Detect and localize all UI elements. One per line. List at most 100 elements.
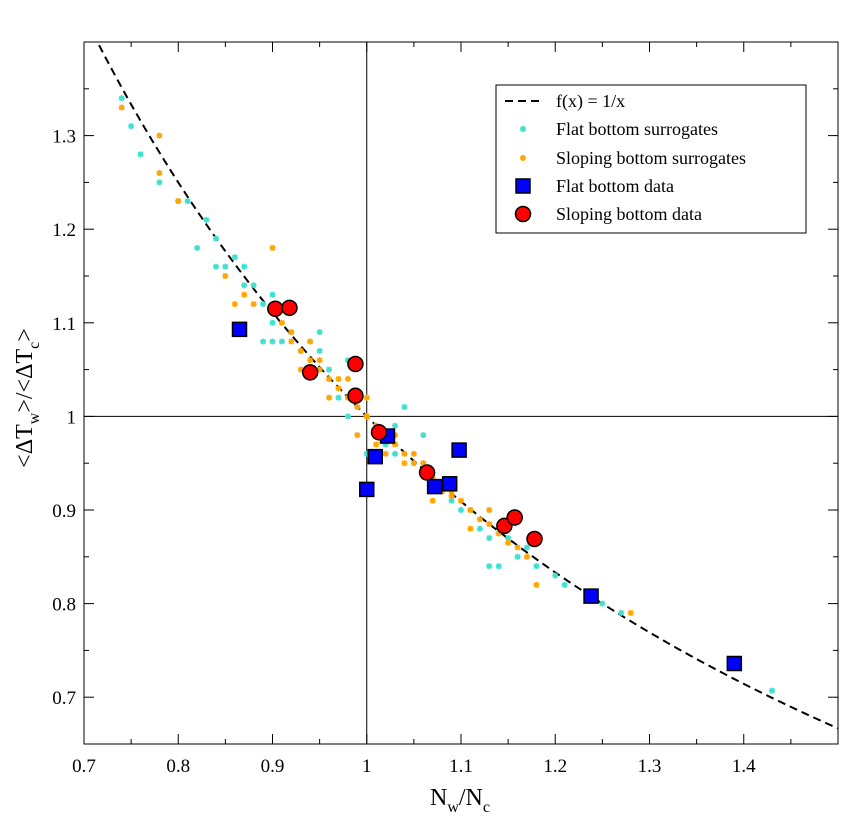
legend-symbol-flat-data <box>515 178 531 194</box>
sloping-surrogate-point <box>486 507 493 513</box>
flat-surrogate-point <box>222 263 229 270</box>
x-tick-label: 0.9 <box>261 756 285 777</box>
sloping-surrogate-point <box>231 301 238 308</box>
y-tick-label: 1.2 <box>52 220 76 241</box>
tick-labels: 0.7 0.8 0.9 1 1.1 1.2 1.3 1.4 0.7 0.8 0.9 1 1.1 1.2 1.… <box>52 127 756 777</box>
flat-surrogate-point <box>486 563 493 570</box>
sloping-surrogate-point <box>363 394 370 401</box>
sloping-surrogate-point <box>316 357 323 364</box>
sloping-surrogate-point <box>514 544 521 551</box>
y-tick-label: 1 <box>67 407 77 428</box>
flat-surrogate-point <box>344 413 351 420</box>
sloping-data-point <box>347 387 364 405</box>
sloping-surrogate-point <box>335 375 342 382</box>
legend-symbol-flat-surrogates <box>520 126 526 132</box>
y-axis-title: <ΔTw>/<ΔTc> <box>12 328 43 468</box>
x-tick-label: 1.1 <box>449 756 473 777</box>
flat-data-point <box>367 448 383 465</box>
sloping-surrogate-point <box>458 497 464 504</box>
legend-box <box>495 84 807 234</box>
flat-surrogate-point <box>514 553 521 560</box>
series-sloping-data <box>267 299 543 548</box>
sloping-surrogate-point <box>429 497 436 504</box>
sloping-surrogate-point <box>222 273 229 279</box>
legend-label-flat-surrogates: Flat bottom surrogates <box>556 119 718 139</box>
sloping-surrogate-point <box>156 132 163 139</box>
x-tick-label: 1.2 <box>543 756 567 777</box>
flat-surrogate-point <box>392 450 399 457</box>
sloping-surrogate-point <box>344 375 351 382</box>
sloping-surrogate-point <box>241 291 248 298</box>
sloping-data-point <box>281 299 298 317</box>
x-tick-label: 1 <box>362 756 372 777</box>
flat-data-point <box>583 588 599 604</box>
y-tick-label: 0.7 <box>52 688 76 709</box>
flat-surrogate-point <box>241 282 248 289</box>
x-tick-label: 0.7 <box>72 756 96 777</box>
sloping-surrogate-point <box>326 394 333 401</box>
sloping-surrogate-point <box>486 521 493 528</box>
flat-surrogate-point <box>420 432 427 439</box>
sloping-surrogate-point <box>269 244 276 251</box>
sloping-surrogate-point <box>250 301 257 308</box>
flat-surrogate-point <box>212 263 219 270</box>
series-curve-1-over-x <box>98 44 839 730</box>
x-tick-label: 1.4 <box>732 756 756 777</box>
flat-surrogate-point <box>269 338 276 345</box>
flat-surrogate-point <box>561 581 568 588</box>
sloping-data-point <box>526 530 543 548</box>
flat-data-point <box>726 655 743 672</box>
flat-surrogate-point <box>128 123 135 130</box>
flat-data-point <box>441 476 458 492</box>
sloping-surrogate-point <box>382 450 389 457</box>
y-tick-label: 0.9 <box>52 501 76 522</box>
flat-surrogate-point <box>316 329 323 336</box>
sloping-surrogate-point <box>467 525 474 532</box>
flat-surrogate-point <box>156 179 163 186</box>
sloping-surrogate-point <box>307 338 314 345</box>
sloping-surrogate-point <box>297 347 304 354</box>
legend-symbol-sloping-surrogates <box>520 155 526 161</box>
legend-symbols <box>505 100 542 223</box>
sloping-surrogate-point <box>326 375 333 382</box>
sloping-surrogate-point <box>401 460 408 467</box>
flat-surrogate-point <box>326 366 333 373</box>
flat-surrogate-point <box>184 198 191 205</box>
legend-symbol-sloping-data <box>514 205 532 223</box>
axis-ticks <box>83 42 838 745</box>
flat-surrogate-point <box>269 291 276 298</box>
sloping-data-point <box>370 424 388 441</box>
flat-surrogate-point <box>212 235 219 242</box>
flat-surrogate-point <box>769 687 776 694</box>
flat-surrogate-point <box>260 301 267 308</box>
sloping-surrogate-point <box>278 319 285 326</box>
flat-surrogate-point <box>401 404 408 411</box>
flat-surrogate-point <box>231 254 238 261</box>
flat-surrogate-point <box>495 563 502 570</box>
sloping-surrogate-point <box>401 450 408 457</box>
flat-surrogate-point <box>316 347 323 354</box>
sloping-data-point <box>267 300 284 318</box>
sloping-data-point <box>301 364 319 381</box>
flat-data-point <box>426 478 443 495</box>
sloping-surrogate-point <box>354 404 361 411</box>
flat-surrogate-point <box>194 244 201 251</box>
flat-data-point <box>451 442 467 458</box>
sloping-surrogate-point <box>156 170 163 177</box>
flat-surrogate-point <box>458 507 464 513</box>
flat-surrogate-point <box>392 422 399 429</box>
sloping-surrogate-point <box>175 198 182 205</box>
flat-surrogate-point <box>269 319 276 326</box>
legend-label-sloping-data: Sloping bottom data <box>556 204 702 224</box>
flat-surrogate-point <box>476 525 483 532</box>
legend-label-curve: f(x) = 1/x <box>556 91 625 112</box>
flat-surrogate-point <box>486 535 493 542</box>
sloping-surrogate-point <box>533 581 540 588</box>
sloping-surrogate-point <box>335 385 342 392</box>
sloping-surrogate-point <box>410 450 417 457</box>
flat-surrogate-point <box>523 544 530 551</box>
y-tick-label: 0.8 <box>52 595 76 616</box>
sloping-data-point <box>506 509 523 526</box>
sloping-data-point <box>347 355 364 373</box>
